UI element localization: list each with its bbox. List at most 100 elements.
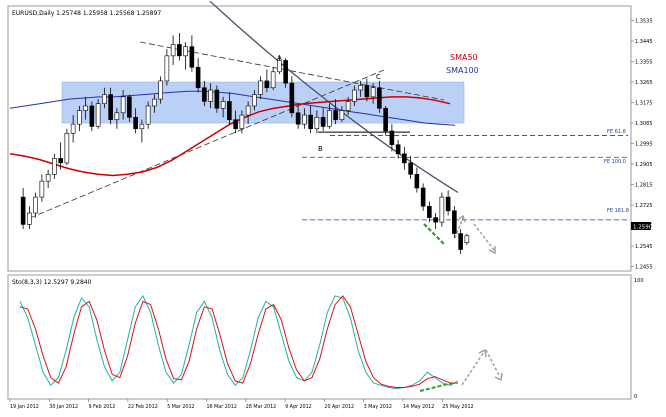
candle-body	[252, 94, 257, 107]
sma100-label: SMA100	[446, 66, 479, 75]
candle-body	[133, 117, 138, 130]
candle-body	[245, 105, 251, 116]
price-tick-label: 1.2905	[635, 162, 653, 168]
date-tick-label: 28 Mar 2012	[246, 404, 276, 410]
candle-body	[420, 187, 426, 207]
candle-body	[208, 89, 213, 102]
candle-body	[39, 180, 45, 198]
candle-body	[77, 110, 82, 125]
candle-body	[408, 162, 413, 175]
date-tick-label: 22 Feb 2012	[128, 404, 158, 410]
projection-arrow-down	[473, 223, 495, 251]
candle-body	[164, 55, 170, 82]
fe161-label: FE 161.8	[607, 208, 629, 214]
main-panel-frame	[7, 5, 632, 272]
sto-divergence-mark	[419, 382, 453, 392]
candle-body	[27, 212, 32, 225]
current-price-tag	[631, 222, 651, 230]
candle-body	[452, 210, 457, 234]
candle-body	[445, 196, 451, 212]
projection-arrowhead-up	[458, 214, 466, 223]
candle-body	[70, 123, 76, 134]
price-tick-label: 1.2995	[635, 142, 653, 148]
candle-body	[333, 110, 338, 120]
date-tick-label: 14 May 2012	[403, 404, 434, 410]
candle-body	[358, 85, 363, 91]
sto-arrowhead-down	[494, 372, 503, 382]
candle-body	[195, 66, 201, 89]
price-tick-label: 1.3175	[635, 101, 653, 107]
trendlines	[29, 41, 445, 219]
candle-body	[233, 119, 238, 130]
projection-marks	[423, 214, 496, 255]
candle-body	[302, 114, 307, 125]
price-tick-label: 1.2725	[635, 203, 653, 209]
sma50-label: SMA50	[450, 53, 478, 62]
sto-main-line	[19, 294, 459, 390]
candle-body	[414, 174, 420, 189]
falling-trendline	[139, 41, 445, 101]
candle-body	[320, 117, 326, 127]
date-tick-label: 19 Jan 2012	[10, 404, 39, 410]
candle-body	[352, 89, 357, 102]
candle-body	[370, 87, 376, 98]
candle-body	[439, 196, 445, 223]
candle-body	[102, 94, 107, 104]
candle-body	[33, 196, 38, 214]
price-tick-label: 1.3085	[635, 121, 653, 127]
candle-body	[202, 87, 207, 102]
date-axis: 19 Jan 2012 30 Jan 2012 9 Feb 2012 22 Feb 2…	[9, 399, 474, 410]
price-tick-label: 1.3265	[635, 80, 653, 86]
date-tick-label: 9 Feb 2012	[89, 404, 116, 410]
candle-body	[183, 46, 188, 57]
candle-body	[383, 107, 388, 132]
sto-signal-line	[19, 295, 458, 388]
point-c-label: C	[376, 73, 381, 81]
candle-body	[239, 114, 245, 130]
long-ma-line	[209, 0, 459, 194]
candle-body	[464, 235, 470, 243]
price-axis: 1.3535 1.3445 1.3355 1.3265 1.3175 1.3085 1.29…	[631, 19, 653, 271]
date-tick-label: 30 Jan 2012	[49, 404, 78, 410]
candlesticks	[20, 33, 470, 255]
current-price-value: 1.2590	[633, 225, 653, 231]
candle-body	[114, 112, 120, 120]
candle-body	[402, 153, 407, 164]
candle-body	[45, 174, 51, 182]
sto-tick-100: 100	[634, 278, 644, 284]
price-tick-label: 1.3535	[635, 19, 653, 25]
candle-body	[458, 233, 463, 250]
candle-body	[95, 103, 101, 127]
candle-body	[139, 123, 145, 130]
candle-body	[377, 87, 382, 109]
candle-body	[214, 89, 220, 109]
point-a-label: A	[277, 54, 282, 62]
date-tick-label: 3 May 2012	[364, 404, 392, 410]
price-tick-label: 1.2815	[635, 183, 653, 189]
candle-body	[308, 114, 313, 130]
candle-body	[389, 130, 395, 145]
indicator-panel-frame	[7, 274, 632, 400]
candle-body	[227, 101, 232, 120]
candle-body	[258, 80, 263, 95]
candle-body	[345, 101, 351, 111]
candle-body	[264, 80, 270, 89]
candle-body	[145, 105, 151, 125]
price-tick-label: 1.3355	[635, 60, 653, 66]
candle-body	[120, 96, 126, 114]
candle-body	[289, 82, 295, 114]
candle-body	[339, 110, 345, 120]
stochastic-lines	[19, 294, 503, 392]
price-tick-label: 1.2545	[635, 244, 653, 250]
candle-body	[58, 158, 63, 164]
candle-body	[277, 60, 282, 73]
candle-body	[89, 105, 95, 127]
projection-arrow-up	[454, 217, 464, 239]
candle-body	[189, 46, 195, 68]
candle-body	[295, 112, 301, 125]
candle-body	[364, 85, 370, 98]
date-tick-label: 5 Mar 2012	[167, 404, 194, 410]
date-tick-label: 9 Apr 2012	[285, 404, 312, 410]
projection-arrowhead-down	[488, 246, 496, 255]
